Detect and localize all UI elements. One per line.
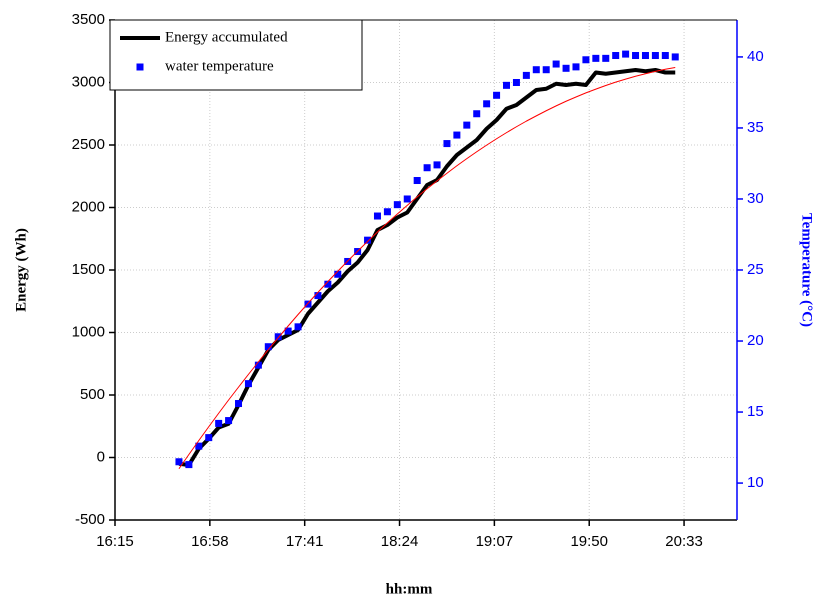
y-tick-label: 2500 — [72, 136, 105, 153]
point — [423, 164, 431, 172]
point — [651, 52, 659, 60]
y-tick-label: 500 — [80, 386, 105, 403]
point — [294, 323, 302, 331]
point — [671, 53, 679, 61]
x-tick-label: 20:33 — [665, 533, 703, 550]
y-axis-title: Energy (Wh) — [13, 228, 29, 312]
y-tick-label: 2000 — [72, 198, 105, 215]
legend-swatch — [136, 63, 144, 71]
y2-tick-label: 40 — [747, 48, 764, 65]
fit-line — [178, 67, 676, 470]
x-tick-label: 17:41 — [286, 533, 324, 550]
x-tick-label: 16:58 — [191, 533, 229, 550]
point — [562, 64, 570, 72]
point — [463, 121, 471, 129]
point — [433, 161, 441, 169]
point — [324, 280, 332, 288]
y2-tick-label: 30 — [747, 190, 764, 207]
point — [443, 140, 451, 148]
point — [195, 442, 203, 450]
point — [552, 60, 560, 68]
point — [205, 434, 213, 442]
point — [612, 52, 620, 60]
point — [284, 327, 292, 335]
legend-box — [109, 19, 363, 91]
y2-tick-label: 20 — [747, 332, 764, 349]
point — [632, 52, 640, 60]
point — [602, 54, 610, 62]
y2-tick-label: 35 — [747, 119, 764, 136]
point — [483, 100, 491, 108]
y-tick-label: -500 — [75, 511, 105, 528]
point — [403, 195, 411, 203]
point — [582, 56, 590, 64]
legend-label: Energy accumulated — [165, 29, 288, 45]
point — [185, 461, 193, 469]
point — [393, 201, 401, 209]
point — [473, 110, 481, 118]
point — [383, 208, 391, 216]
point — [532, 66, 540, 74]
y-tick-label: 3000 — [72, 73, 105, 90]
series-line — [178, 68, 676, 467]
x-tick-label: 18:24 — [381, 533, 419, 550]
point — [661, 52, 669, 60]
point — [215, 419, 223, 427]
point — [592, 54, 600, 62]
point — [364, 236, 372, 244]
point — [503, 81, 511, 89]
x-tick-label: 19:07 — [476, 533, 514, 550]
y2-tick-label: 15 — [747, 403, 764, 420]
legend-label: water temperature — [165, 58, 274, 74]
point — [622, 50, 630, 58]
point — [254, 361, 262, 369]
point — [413, 177, 421, 185]
y2-tick-label: 10 — [747, 474, 764, 491]
y2-tick-label: 25 — [747, 261, 764, 278]
point — [314, 292, 322, 300]
point — [641, 52, 649, 60]
x-tick-label: 19:50 — [570, 533, 608, 550]
point — [244, 380, 252, 388]
point — [304, 300, 312, 308]
point — [264, 343, 272, 351]
x-tick-label: 16:15 — [96, 533, 134, 550]
y-tick-label: 1500 — [72, 261, 105, 278]
point — [175, 458, 183, 466]
point — [512, 79, 520, 86]
point — [373, 212, 381, 220]
point — [542, 66, 550, 74]
y-tick-label: 1000 — [72, 323, 105, 340]
point — [334, 270, 342, 278]
point — [274, 333, 282, 341]
y2-axis-title: Temperature (°C) — [799, 213, 815, 327]
point — [453, 131, 461, 139]
point — [572, 63, 580, 71]
point — [235, 400, 243, 408]
x-axis-title: hh:mm — [386, 581, 433, 597]
y-tick-label: 3500 — [72, 11, 105, 28]
point — [493, 91, 501, 99]
point — [225, 417, 233, 425]
y-tick-label: 0 — [97, 448, 105, 465]
point — [522, 71, 530, 79]
